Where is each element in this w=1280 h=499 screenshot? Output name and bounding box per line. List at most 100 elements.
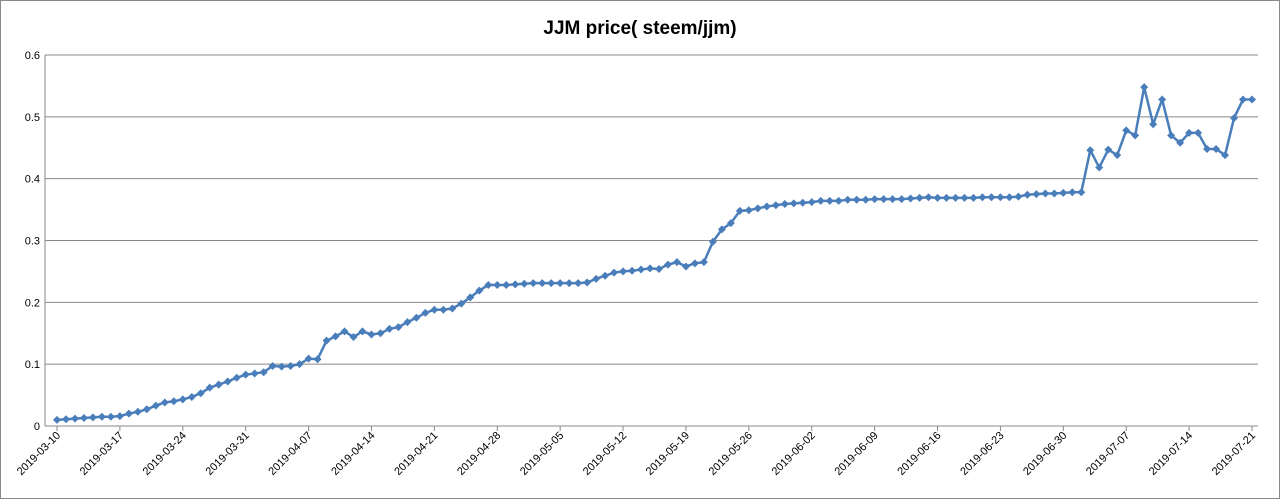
marker [61,415,70,424]
marker [960,193,969,202]
marker [1230,114,1239,123]
marker [223,377,232,386]
marker [169,397,178,406]
marker [1149,120,1158,129]
marker [457,299,466,308]
marker [906,194,915,203]
marker [816,196,825,205]
marker [385,324,394,333]
marker [475,286,484,295]
marker [106,412,115,421]
marker [214,380,223,389]
marker [331,332,340,341]
marker [1185,128,1194,137]
marker [843,195,852,204]
marker [879,195,888,204]
marker [565,279,574,288]
y-tick-label: 0 [34,421,40,433]
marker [987,193,996,202]
marker [205,383,214,392]
marker [825,196,834,205]
marker [870,195,879,204]
marker [897,195,906,204]
marker [592,274,601,283]
marker [421,308,430,317]
marker [1212,144,1221,153]
marker [619,267,628,276]
marker [160,398,169,407]
marker [1032,190,1041,199]
marker [439,305,448,314]
marker [744,206,753,215]
marker [340,327,349,336]
marker [1122,126,1131,135]
marker [726,219,735,228]
marker [1014,192,1023,201]
marker [286,362,295,371]
marker [1095,163,1104,172]
marker [583,278,592,287]
marker [268,362,277,371]
marker [241,370,250,379]
marker [1140,83,1149,92]
marker [1176,138,1185,147]
marker [699,258,708,267]
marker [1158,95,1167,104]
marker [1059,188,1068,197]
marker [717,225,726,234]
marker [511,280,520,289]
marker [493,281,502,290]
marker [1248,95,1256,104]
marker [529,279,538,288]
marker [547,279,556,288]
marker [1194,128,1203,137]
marker [996,193,1005,202]
marker [1005,193,1014,202]
marker [412,313,421,322]
marker [250,369,259,378]
marker [933,193,942,202]
marker [232,373,241,382]
marker [556,279,565,288]
marker [951,193,960,202]
marker [1068,188,1077,197]
marker [97,412,106,421]
marker [852,195,861,204]
marker [654,264,663,273]
marker [277,362,286,371]
marker [196,389,205,398]
marker [798,198,807,207]
marker [358,327,367,336]
marker [133,407,142,416]
marker [124,409,133,418]
marker [969,193,978,202]
marker [610,268,619,277]
marker [924,193,933,202]
marker [295,360,304,369]
marker [672,258,681,267]
marker [942,193,951,202]
marker [780,200,789,209]
marker [681,262,690,271]
chart-title: JJM price( steem/jjm) [543,18,736,39]
marker [1104,145,1113,154]
marker [259,368,268,377]
marker [151,401,160,410]
y-tick-label: 0.2 [25,297,40,309]
marker [349,332,358,341]
marker [771,201,780,210]
marker [115,412,124,421]
marker [1077,188,1086,197]
marker [628,266,637,275]
marker [1050,189,1059,198]
y-tick-label: 0.4 [25,174,40,186]
marker [367,330,376,339]
marker [430,305,439,314]
marker [646,264,655,273]
marker [601,271,610,280]
marker [322,336,331,345]
y-tick-label: 0.3 [25,236,40,248]
